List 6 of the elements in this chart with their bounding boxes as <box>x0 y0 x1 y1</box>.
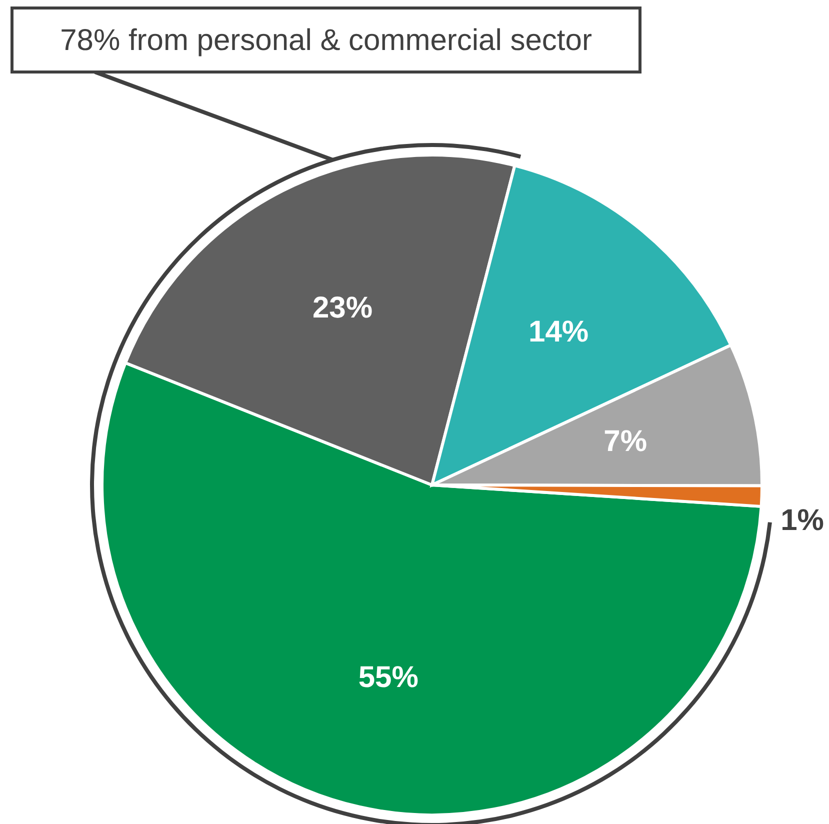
data-label: 1% <box>780 504 824 537</box>
data-label: 55% <box>358 661 418 694</box>
data-label: 23% <box>312 291 373 324</box>
data-label: 14% <box>528 316 589 349</box>
data-label: 7% <box>604 425 648 458</box>
text: 78% from personal & commercial sector <box>60 24 592 57</box>
